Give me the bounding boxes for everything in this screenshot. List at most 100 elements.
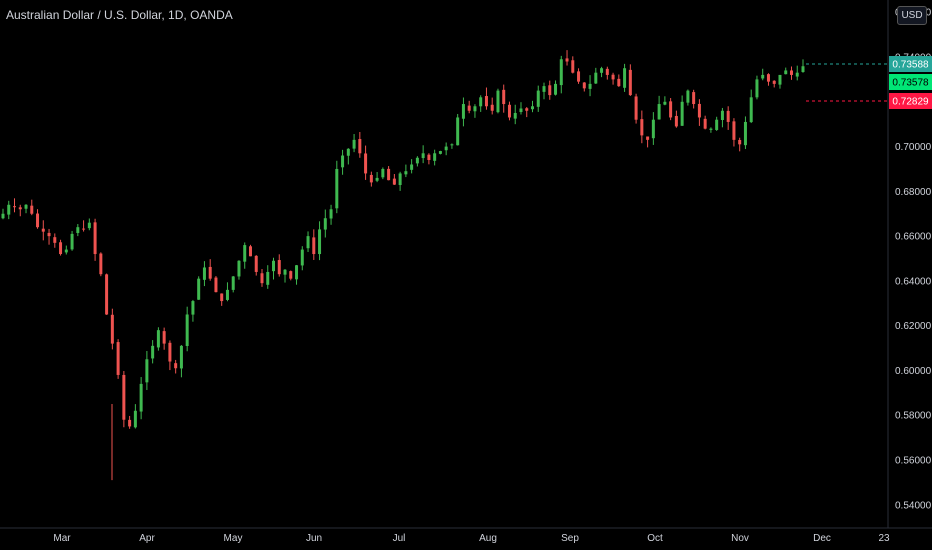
- candle-body: [554, 83, 558, 95]
- candle-body: [24, 204, 28, 209]
- candle-body: [513, 112, 517, 119]
- candles-group: [1, 50, 805, 481]
- candle-body: [490, 104, 494, 111]
- candle-body: [674, 115, 678, 127]
- candle-body: [617, 78, 621, 87]
- candle-body: [64, 249, 68, 253]
- candle-body: [237, 260, 241, 277]
- x-tick-label: 23: [878, 533, 890, 544]
- candle-body: [254, 255, 258, 272]
- candle-body: [381, 168, 385, 178]
- candle-body: [341, 155, 345, 168]
- candle-body: [565, 58, 569, 62]
- candle-body: [571, 60, 575, 73]
- candle-body: [47, 232, 51, 237]
- chart-title: Australian Dollar / U.S. Dollar, 1D, OAN…: [6, 8, 233, 22]
- candle-body: [13, 206, 17, 208]
- candle-body: [283, 269, 287, 275]
- candle-body: [139, 383, 143, 412]
- candle-body: [208, 266, 212, 279]
- candle-body: [473, 106, 477, 112]
- candle-body: [179, 345, 183, 369]
- candle-body: [680, 101, 684, 126]
- candle-body: [243, 245, 247, 262]
- candle-body: [168, 342, 172, 362]
- x-tick-label: Aug: [479, 533, 497, 544]
- candle-body: [248, 246, 252, 257]
- candle-body: [778, 74, 782, 85]
- candle-body: [214, 277, 218, 293]
- candle-body: [692, 92, 696, 105]
- candle-body: [410, 164, 414, 170]
- candle-body: [732, 121, 736, 140]
- price-tag-label: 0.73588: [892, 60, 929, 71]
- y-tick-label: 0.62000: [895, 321, 932, 332]
- candle-body: [738, 139, 742, 145]
- candle-body: [657, 104, 661, 120]
- candle-body: [364, 153, 368, 174]
- candle-body: [605, 68, 609, 75]
- candle-body: [369, 174, 373, 183]
- candle-body: [542, 86, 546, 92]
- candle-body: [582, 82, 586, 89]
- candle-body: [507, 104, 511, 118]
- candle-body: [519, 108, 523, 113]
- price-tag-label: 0.72829: [892, 97, 929, 108]
- candle-body: [559, 59, 563, 86]
- candle-body: [41, 228, 45, 232]
- candle-body: [70, 233, 74, 250]
- candle-body: [594, 72, 598, 84]
- y-tick-label: 0.70000: [895, 142, 932, 153]
- candle-body: [145, 359, 149, 383]
- candle-body: [438, 151, 442, 154]
- candle-body: [59, 242, 63, 255]
- candle-body: [185, 314, 189, 346]
- candle-body: [715, 119, 719, 130]
- candle-body: [76, 227, 80, 233]
- x-tick-label: Apr: [139, 533, 155, 544]
- candle-body: [646, 136, 650, 140]
- candle-body: [398, 173, 402, 186]
- y-tick-label: 0.56000: [895, 456, 932, 467]
- candle-body: [191, 301, 195, 315]
- candle-body: [277, 260, 281, 275]
- candle-body: [772, 80, 776, 84]
- currency-button[interactable]: USD: [897, 6, 927, 25]
- candle-body: [496, 90, 500, 113]
- y-tick-label: 0.58000: [895, 411, 932, 422]
- candle-body: [548, 85, 552, 96]
- candle-body: [87, 222, 91, 229]
- price-lines-group: [806, 63, 888, 102]
- candle-body: [53, 237, 57, 243]
- candle-body: [335, 168, 339, 209]
- candle-body: [743, 121, 747, 146]
- price-tag: [889, 56, 932, 72]
- x-tick-label: Mar: [53, 533, 71, 544]
- candle-body: [795, 72, 799, 77]
- candle-body: [225, 289, 229, 300]
- time-axis[interactable]: Mar Apr May Jun Jul Aug Sep Oct Nov Dec 23: [53, 533, 890, 544]
- candle-body: [93, 222, 97, 255]
- candle-body: [755, 79, 759, 98]
- candle-body: [231, 276, 235, 290]
- candle-body: [30, 205, 34, 214]
- candle-body: [260, 273, 264, 284]
- candle-body: [346, 148, 350, 156]
- candle-body: [427, 154, 431, 161]
- candle-body: [801, 66, 805, 73]
- candle-body: [697, 103, 701, 118]
- candle-body: [720, 110, 724, 121]
- candle-body: [709, 128, 713, 130]
- candle-body: [726, 110, 730, 122]
- candle-body: [133, 410, 137, 428]
- y-tick-label: 0.54000: [895, 500, 932, 511]
- price-tag: [889, 93, 932, 109]
- x-tick-label: Oct: [647, 533, 663, 544]
- candle-body: [789, 70, 793, 75]
- candle-body: [600, 68, 604, 73]
- candle-body: [761, 74, 765, 79]
- candle-body: [352, 139, 356, 149]
- candle-body: [174, 363, 178, 369]
- candle-body: [306, 236, 310, 249]
